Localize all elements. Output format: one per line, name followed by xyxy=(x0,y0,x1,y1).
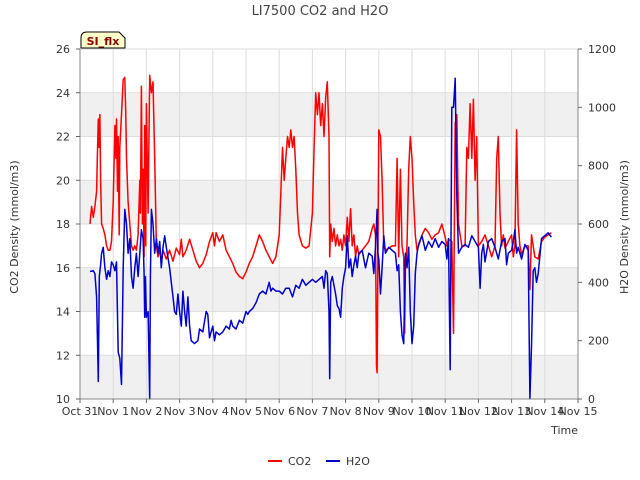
y-tick-label: 22 xyxy=(56,131,70,144)
x-tick-label: Nov 15 xyxy=(559,405,598,418)
y2-tick-label: 1200 xyxy=(588,43,616,56)
y2-tick-label: 400 xyxy=(588,276,609,289)
y2-tick-label: 600 xyxy=(588,218,609,231)
x-tick-label: Nov 8 xyxy=(330,405,362,418)
y2-tick-label: 1000 xyxy=(588,101,616,114)
legend-co2-label: CO2 xyxy=(288,455,311,468)
x-tick-label: Nov 4 xyxy=(197,405,229,418)
y2-tick-label: 200 xyxy=(588,335,609,348)
y2-tick-label: 0 xyxy=(588,393,595,406)
y-tick-label: 12 xyxy=(56,349,70,362)
x-tick-label: Nov 5 xyxy=(230,405,262,418)
x-tick-label: Nov 6 xyxy=(263,405,295,418)
y2-tick-label: 800 xyxy=(588,160,609,173)
x-tick-label: Nov 3 xyxy=(164,405,196,418)
series-line-co2 xyxy=(89,74,552,374)
y-axis-ticks: 10 12 14 16 18 20 22 24 26 xyxy=(56,43,80,406)
x-tick-label: Nov 11 xyxy=(426,405,465,418)
x-tick-label: Nov 13 xyxy=(492,405,531,418)
y2-axis-ticks: 0 200 400 600 800 1000 1200 xyxy=(578,43,616,406)
x-tick-label: Nov 10 xyxy=(393,405,432,418)
x-tick-label: Nov 7 xyxy=(296,405,328,418)
y-tick-label: 10 xyxy=(56,393,70,406)
y-tick-label: 14 xyxy=(56,306,70,319)
x-axis-label: Time xyxy=(550,424,578,437)
site-badge: SI_flx xyxy=(80,31,126,49)
y-axis-label: CO2 Density (mmol/m3) xyxy=(8,160,21,293)
legend: CO2 H2O xyxy=(268,455,370,468)
x-tick-label: Nov 9 xyxy=(363,405,395,418)
y-tick-label: 18 xyxy=(56,218,70,231)
site-badge-label: SI_flx xyxy=(87,35,120,48)
x-tick-label: Nov 12 xyxy=(459,405,498,418)
chart-title: LI7500 CO2 and H2O xyxy=(252,4,389,19)
x-tick-label: Oct 31 xyxy=(62,405,99,418)
y-tick-label: 20 xyxy=(56,174,70,187)
series-layer xyxy=(89,74,552,400)
series-line-h2o xyxy=(89,77,552,400)
x-tick-label: Nov 2 xyxy=(130,405,162,418)
y2-axis-label: H2O Density (mmol/m3) xyxy=(618,160,631,294)
y-tick-label: 24 xyxy=(56,87,70,100)
legend-h2o-label: H2O xyxy=(346,455,370,468)
y-tick-label: 26 xyxy=(56,43,70,56)
x-tick-label: Nov 14 xyxy=(525,405,564,418)
x-tick-label: Nov 1 xyxy=(97,405,129,418)
y-tick-label: 16 xyxy=(56,262,70,275)
